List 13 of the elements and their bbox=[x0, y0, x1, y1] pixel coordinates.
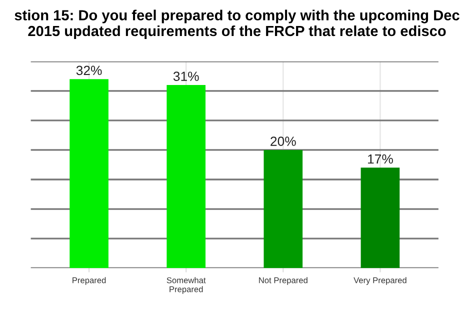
x-tick-label: Not Prepared bbox=[259, 277, 308, 285]
chart-title: stion 15: Do you feel prepared to comply with the upcoming Dec 2015 updated requirements of the FRCP that relate to edisco bbox=[14, 10, 460, 40]
data-label: 17% bbox=[368, 154, 393, 164]
bar bbox=[360, 168, 400, 268]
bar bbox=[264, 150, 303, 268]
x-tick-label: Very Prepared bbox=[354, 277, 406, 285]
bar bbox=[70, 79, 108, 268]
bar bbox=[166, 84, 206, 268]
data-label: 31% bbox=[173, 72, 199, 81]
x-tick-label: Somewhat Prepared bbox=[166, 277, 206, 294]
x-tick-label: Prepared bbox=[72, 277, 106, 285]
data-label: 20% bbox=[270, 136, 296, 146]
data-label: 32% bbox=[76, 66, 102, 76]
